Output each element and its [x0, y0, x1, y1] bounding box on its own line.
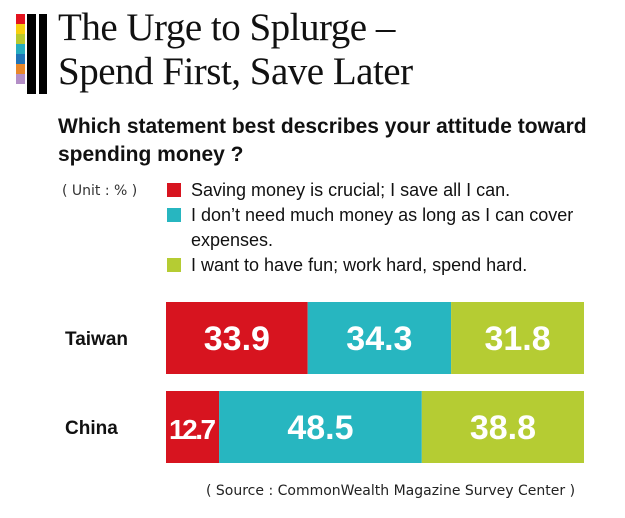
source-note: ( Source : CommonWealth Magazine Survey …: [206, 483, 576, 499]
data-label-taiwan-2: 31.8: [484, 320, 550, 358]
legend-label: I want to have fun; work hard, spend har…: [191, 255, 528, 275]
stripe-block: [16, 54, 25, 64]
stripe-block: [16, 64, 25, 74]
title-line-1: The Urge to Splurge –: [58, 6, 395, 49]
legend-swatch-green: [167, 258, 181, 272]
stacked-bar-chart: Taiwan 33.9 34.3 31.8 China 12.7 48.5 38.8: [65, 302, 584, 463]
bar-segment-china-1: [219, 391, 422, 463]
stripe-block: [16, 74, 25, 84]
stripe-block: [16, 14, 25, 24]
data-label-china-2: 38.8: [470, 409, 536, 447]
legend-item-fun: I want to have fun; work hard, spend har…: [167, 253, 617, 278]
chart-subtitle: Which statement best describes your atti…: [58, 115, 587, 166]
black-stripe-2: [39, 14, 47, 94]
legend-item-save: Saving money is crucial; I save all I ca…: [167, 178, 617, 203]
unit-label: ( Unit : % ): [62, 183, 138, 199]
bar-segment-taiwan-1: [307, 302, 452, 374]
stripe-block: [16, 34, 25, 44]
color-stripe: [16, 14, 25, 94]
data-label-china-1: 48.5: [287, 409, 353, 447]
bar-segment-china-2: [421, 391, 584, 463]
legend: Saving money is crucial; I save all I ca…: [167, 178, 617, 278]
legend-swatch-red: [167, 183, 181, 197]
legend-swatch-teal: [167, 208, 181, 222]
bar-segment-china-0: [166, 391, 220, 463]
stripe-block: [16, 24, 25, 34]
decorative-stripe: [16, 14, 48, 94]
data-label-taiwan-1: 34.3: [346, 320, 412, 358]
bar-segment-taiwan-2: [451, 302, 584, 374]
stripe-block: [16, 84, 25, 94]
legend-label: I don’t need much money as long as I can…: [191, 205, 574, 250]
bar-segment-taiwan-0: [166, 302, 308, 374]
black-stripe: [27, 14, 36, 94]
data-label-taiwan-0: 33.9: [204, 320, 270, 358]
category-label-taiwan: Taiwan: [65, 329, 128, 350]
data-label-china-0: 12.7: [169, 414, 216, 445]
category-label-china: China: [65, 418, 118, 439]
stripe-block: [16, 44, 25, 54]
title-line-2: Spend First, Save Later: [58, 50, 413, 93]
legend-item-cover: I don’t need much money as long as I can…: [167, 203, 617, 253]
legend-label: Saving money is crucial; I save all I ca…: [191, 180, 511, 200]
chart-title: The Urge to Splurge – Spend First, Save …: [58, 6, 618, 94]
